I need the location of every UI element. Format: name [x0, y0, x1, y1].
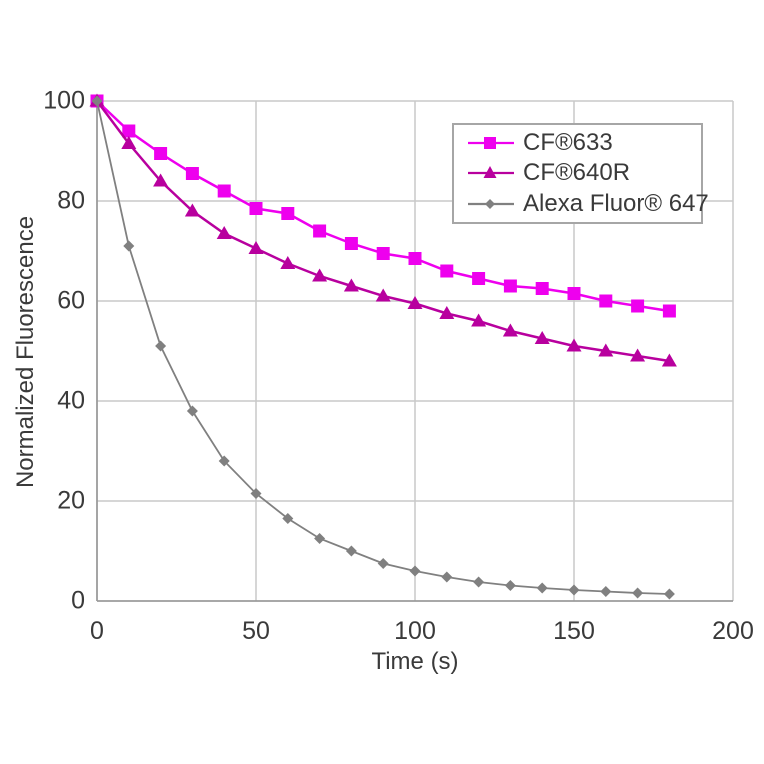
series-alexafluor647: [91, 95, 675, 600]
x-tick-label: 0: [90, 617, 104, 645]
x-axis-title: Time (s): [371, 648, 459, 675]
y-tick-label: 100: [43, 86, 85, 115]
legend-label: CF®640R: [523, 159, 631, 187]
legend-label: CF®633: [523, 129, 613, 157]
y-tick-label: 0: [71, 586, 85, 615]
x-tick-label: 50: [242, 617, 270, 645]
legend-item-cf633: CF®633: [467, 129, 697, 157]
x-tick-label: 150: [553, 617, 595, 645]
diamond-marker-icon: [468, 198, 514, 209]
legend-item-cf640r: CF®640R: [467, 159, 697, 187]
y-tick-label: 40: [57, 386, 85, 415]
y-tick-label: 60: [57, 286, 85, 315]
legend: CF®633 CF®640R Alexa Fluor® 647: [452, 123, 709, 224]
legend-item-alexafluor647: Alexa Fluor® 647: [467, 190, 709, 218]
legend-label: Alexa Fluor® 647: [523, 189, 709, 217]
square-marker-icon: [468, 137, 514, 150]
triangle-marker-icon: [468, 166, 514, 179]
x-tick-label: 100: [394, 617, 436, 645]
x-tick-label: 200: [712, 617, 754, 645]
y-tick-label: 20: [57, 486, 85, 515]
y-tick-label: 80: [57, 186, 85, 215]
axes: [96, 101, 733, 602]
y-axis-title: Normalized Fluorescence: [12, 215, 39, 489]
